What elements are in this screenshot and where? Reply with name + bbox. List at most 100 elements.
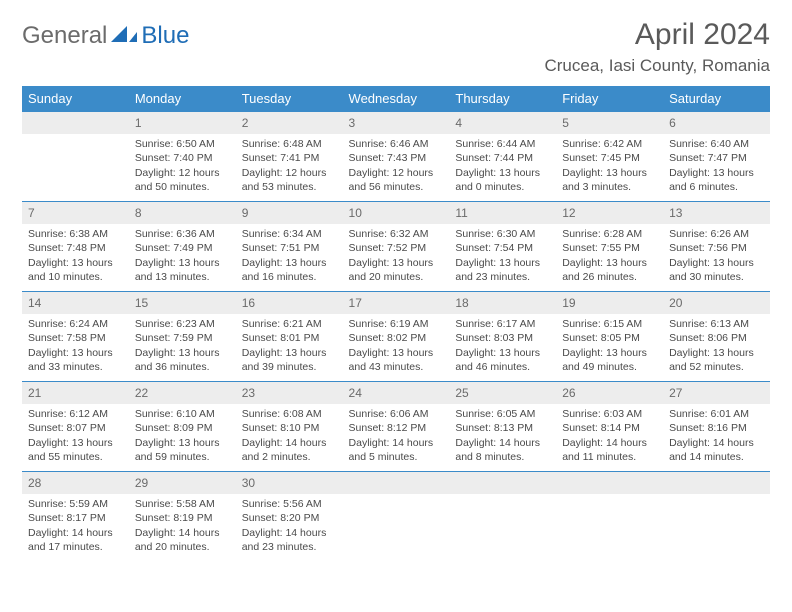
day-line-ss: Sunset: 8:14 PM xyxy=(562,421,657,435)
calendar-day-cell xyxy=(22,111,129,201)
day-line-ss: Sunset: 8:12 PM xyxy=(349,421,444,435)
weekday-header: Monday xyxy=(129,86,236,111)
day-line-d2: and 56 minutes. xyxy=(349,180,444,194)
day-detail xyxy=(663,494,770,503)
day-detail: Sunrise: 6:05 AMSunset: 8:13 PMDaylight:… xyxy=(449,404,556,470)
day-line-d2: and 0 minutes. xyxy=(455,180,550,194)
calendar-day-cell xyxy=(556,471,663,561)
day-number: 21 xyxy=(22,381,129,404)
day-line-d2: and 14 minutes. xyxy=(669,450,764,464)
day-detail: Sunrise: 6:32 AMSunset: 7:52 PMDaylight:… xyxy=(343,224,450,290)
day-line-d2: and 6 minutes. xyxy=(669,180,764,194)
calendar-day-cell: 3Sunrise: 6:46 AMSunset: 7:43 PMDaylight… xyxy=(343,111,450,201)
day-line-d1: Daylight: 13 hours xyxy=(349,346,444,360)
calendar-day-cell: 17Sunrise: 6:19 AMSunset: 8:02 PMDayligh… xyxy=(343,291,450,381)
day-line-sr: Sunrise: 6:23 AM xyxy=(135,317,230,331)
calendar-day-cell: 28Sunrise: 5:59 AMSunset: 8:17 PMDayligh… xyxy=(22,471,129,561)
day-number: 18 xyxy=(449,291,556,314)
day-number: 2 xyxy=(236,111,343,134)
day-detail: Sunrise: 6:03 AMSunset: 8:14 PMDaylight:… xyxy=(556,404,663,470)
day-line-d1: Daylight: 13 hours xyxy=(562,346,657,360)
calendar-day-cell: 21Sunrise: 6:12 AMSunset: 8:07 PMDayligh… xyxy=(22,381,129,471)
day-line-d2: and 46 minutes. xyxy=(455,360,550,374)
day-detail xyxy=(556,494,663,503)
calendar-week-row: 14Sunrise: 6:24 AMSunset: 7:58 PMDayligh… xyxy=(22,291,770,381)
calendar-day-cell: 22Sunrise: 6:10 AMSunset: 8:09 PMDayligh… xyxy=(129,381,236,471)
day-number xyxy=(22,111,129,134)
day-number: 24 xyxy=(343,381,450,404)
day-detail: Sunrise: 6:13 AMSunset: 8:06 PMDaylight:… xyxy=(663,314,770,380)
day-line-d2: and 20 minutes. xyxy=(135,540,230,554)
day-line-sr: Sunrise: 6:08 AM xyxy=(242,407,337,421)
day-line-d1: Daylight: 13 hours xyxy=(135,256,230,270)
day-line-d1: Daylight: 13 hours xyxy=(242,256,337,270)
day-line-ss: Sunset: 8:19 PM xyxy=(135,511,230,525)
calendar-day-cell: 27Sunrise: 6:01 AMSunset: 8:16 PMDayligh… xyxy=(663,381,770,471)
day-number: 19 xyxy=(556,291,663,314)
day-line-sr: Sunrise: 6:10 AM xyxy=(135,407,230,421)
calendar-day-cell: 5Sunrise: 6:42 AMSunset: 7:45 PMDaylight… xyxy=(556,111,663,201)
day-line-d1: Daylight: 13 hours xyxy=(669,346,764,360)
calendar-day-cell: 2Sunrise: 6:48 AMSunset: 7:41 PMDaylight… xyxy=(236,111,343,201)
day-detail: Sunrise: 6:48 AMSunset: 7:41 PMDaylight:… xyxy=(236,134,343,200)
day-line-sr: Sunrise: 5:56 AM xyxy=(242,497,337,511)
day-number: 3 xyxy=(343,111,450,134)
day-line-ss: Sunset: 8:13 PM xyxy=(455,421,550,435)
day-detail: Sunrise: 6:06 AMSunset: 8:12 PMDaylight:… xyxy=(343,404,450,470)
day-number: 15 xyxy=(129,291,236,314)
calendar-day-cell xyxy=(343,471,450,561)
day-number xyxy=(556,471,663,494)
day-line-sr: Sunrise: 6:06 AM xyxy=(349,407,444,421)
day-line-d2: and 17 minutes. xyxy=(28,540,123,554)
day-line-sr: Sunrise: 6:28 AM xyxy=(562,227,657,241)
day-line-d2: and 8 minutes. xyxy=(455,450,550,464)
day-line-d1: Daylight: 14 hours xyxy=(242,526,337,540)
day-line-ss: Sunset: 7:44 PM xyxy=(455,151,550,165)
calendar-day-cell: 18Sunrise: 6:17 AMSunset: 8:03 PMDayligh… xyxy=(449,291,556,381)
day-detail: Sunrise: 6:28 AMSunset: 7:55 PMDaylight:… xyxy=(556,224,663,290)
day-detail: Sunrise: 6:10 AMSunset: 8:09 PMDaylight:… xyxy=(129,404,236,470)
day-detail: Sunrise: 6:38 AMSunset: 7:48 PMDaylight:… xyxy=(22,224,129,290)
day-number: 6 xyxy=(663,111,770,134)
day-line-sr: Sunrise: 6:46 AM xyxy=(349,137,444,151)
title-month: April 2024 xyxy=(544,18,770,52)
calendar-day-cell xyxy=(663,471,770,561)
day-line-d1: Daylight: 13 hours xyxy=(28,436,123,450)
calendar-day-cell: 16Sunrise: 6:21 AMSunset: 8:01 PMDayligh… xyxy=(236,291,343,381)
day-line-ss: Sunset: 7:58 PM xyxy=(28,331,123,345)
day-detail: Sunrise: 6:42 AMSunset: 7:45 PMDaylight:… xyxy=(556,134,663,200)
day-number: 22 xyxy=(129,381,236,404)
day-detail: Sunrise: 6:36 AMSunset: 7:49 PMDaylight:… xyxy=(129,224,236,290)
day-number: 8 xyxy=(129,201,236,224)
day-line-sr: Sunrise: 5:58 AM xyxy=(135,497,230,511)
day-number: 30 xyxy=(236,471,343,494)
weekday-header: Sunday xyxy=(22,86,129,111)
day-detail: Sunrise: 6:50 AMSunset: 7:40 PMDaylight:… xyxy=(129,134,236,200)
day-line-ss: Sunset: 7:45 PM xyxy=(562,151,657,165)
day-line-d1: Daylight: 13 hours xyxy=(669,166,764,180)
day-line-d1: Daylight: 14 hours xyxy=(562,436,657,450)
day-number: 9 xyxy=(236,201,343,224)
day-line-d1: Daylight: 12 hours xyxy=(242,166,337,180)
day-detail xyxy=(343,494,450,503)
day-detail: Sunrise: 6:26 AMSunset: 7:56 PMDaylight:… xyxy=(663,224,770,290)
day-line-d2: and 36 minutes. xyxy=(135,360,230,374)
day-line-d2: and 20 minutes. xyxy=(349,270,444,284)
day-line-d1: Daylight: 13 hours xyxy=(28,256,123,270)
day-detail: Sunrise: 6:17 AMSunset: 8:03 PMDaylight:… xyxy=(449,314,556,380)
day-line-sr: Sunrise: 6:01 AM xyxy=(669,407,764,421)
day-line-ss: Sunset: 8:02 PM xyxy=(349,331,444,345)
day-line-sr: Sunrise: 6:03 AM xyxy=(562,407,657,421)
weekday-header: Friday xyxy=(556,86,663,111)
day-line-sr: Sunrise: 6:13 AM xyxy=(669,317,764,331)
day-line-d2: and 10 minutes. xyxy=(28,270,123,284)
day-number: 26 xyxy=(556,381,663,404)
day-line-d2: and 26 minutes. xyxy=(562,270,657,284)
calendar-day-cell: 25Sunrise: 6:05 AMSunset: 8:13 PMDayligh… xyxy=(449,381,556,471)
day-line-d2: and 11 minutes. xyxy=(562,450,657,464)
day-line-sr: Sunrise: 6:05 AM xyxy=(455,407,550,421)
calendar-day-cell: 10Sunrise: 6:32 AMSunset: 7:52 PMDayligh… xyxy=(343,201,450,291)
day-line-sr: Sunrise: 6:26 AM xyxy=(669,227,764,241)
day-number: 13 xyxy=(663,201,770,224)
calendar-day-cell: 1Sunrise: 6:50 AMSunset: 7:40 PMDaylight… xyxy=(129,111,236,201)
